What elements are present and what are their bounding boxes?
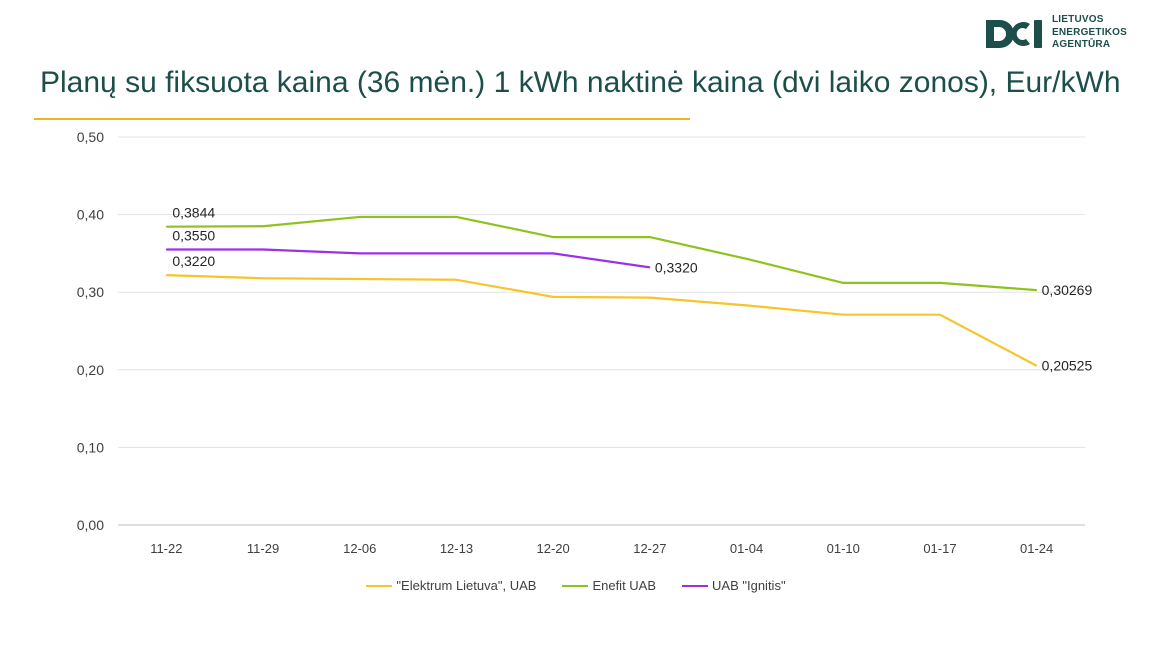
- y-tick-label: 0,30: [77, 284, 104, 300]
- x-tick-label: 12-06: [343, 541, 376, 556]
- legend-swatch: [562, 584, 589, 587]
- logo-line-2: ENERGETIKOS: [1052, 26, 1127, 38]
- legend-item: UAB "Ignitis": [682, 578, 786, 593]
- x-tick-label: 11-22: [150, 541, 182, 556]
- series-line-2: [166, 248, 651, 269]
- data-point: [939, 282, 941, 284]
- data-point: [359, 252, 361, 254]
- data-point: [649, 236, 651, 238]
- x-tick-label: 01-24: [1020, 541, 1053, 556]
- x-tick-label: 01-10: [827, 541, 860, 556]
- data-point: [165, 249, 167, 251]
- x-tick-label: 01-17: [923, 541, 956, 556]
- data-point: [455, 216, 457, 218]
- chart-legend: "Elektrum Lietuva", UAB Enefit UAB UAB "Ig…: [0, 578, 1152, 593]
- data-point: [262, 277, 264, 279]
- data-point: [552, 252, 554, 254]
- y-tick-label: 0,20: [77, 362, 104, 378]
- data-point: [552, 236, 554, 238]
- y-tick-label: 0,40: [77, 207, 104, 223]
- data-point: [262, 249, 264, 251]
- data-point: [455, 279, 457, 281]
- data-point: [649, 266, 651, 268]
- logo-line-3: AGENTŪRA: [1052, 39, 1111, 50]
- chart-title: Planų su fiksuota kaina (36 mėn.) 1 kWh …: [40, 66, 1121, 99]
- data-label: 0,30269: [1042, 282, 1093, 298]
- data-point: [842, 282, 844, 284]
- data-point: [649, 297, 651, 299]
- data-point: [552, 296, 554, 298]
- data-point: [1036, 289, 1038, 291]
- legend-label: "Elektrum Lietuva", UAB: [396, 578, 537, 593]
- legend-label: UAB "Ignitis": [712, 578, 786, 593]
- data-point: [262, 225, 264, 227]
- data-point: [939, 314, 941, 316]
- y-tick-label: 0,10: [77, 439, 104, 455]
- y-tick-label: 0,00: [77, 517, 104, 533]
- data-label: 0,20525: [1042, 358, 1093, 374]
- x-tick-label: 12-13: [440, 541, 473, 556]
- x-tick-label: 12-20: [537, 541, 570, 556]
- logo-line-1: LIETUVOS: [1052, 14, 1104, 25]
- data-point: [842, 314, 844, 316]
- x-tick-label: 12-27: [633, 541, 666, 556]
- legend-swatch: [366, 584, 393, 587]
- data-label: 0,3220: [172, 253, 215, 269]
- legend-swatch: [682, 584, 709, 587]
- legend-label: Enefit UAB: [592, 578, 657, 593]
- legend-item: "Elektrum Lietuva", UAB: [366, 578, 536, 593]
- data-point: [1036, 365, 1038, 367]
- y-tick-label: 0,50: [77, 129, 104, 145]
- x-tick-label: 11-29: [247, 541, 279, 556]
- series-line-1: [166, 215, 1037, 292]
- data-point: [359, 278, 361, 280]
- series-line-0: [166, 274, 1038, 367]
- data-point: [359, 216, 361, 218]
- logo-mark-icon: [986, 20, 1042, 48]
- title-underline: [34, 118, 690, 120]
- data-label: 0,3550: [172, 228, 215, 244]
- logo-text: LIETUVOS ENERGETIKOS AGENTŪRA: [1052, 14, 1127, 52]
- data-point: [165, 226, 167, 228]
- data-label: 0,3320: [655, 259, 698, 275]
- data-label: 0,3844: [172, 205, 215, 221]
- x-tick-label: 01-04: [730, 541, 763, 556]
- data-point: [165, 274, 167, 276]
- data-point: [746, 258, 748, 260]
- legend-item: Enefit UAB: [562, 578, 656, 593]
- data-point: [455, 252, 457, 254]
- data-point: [746, 304, 748, 306]
